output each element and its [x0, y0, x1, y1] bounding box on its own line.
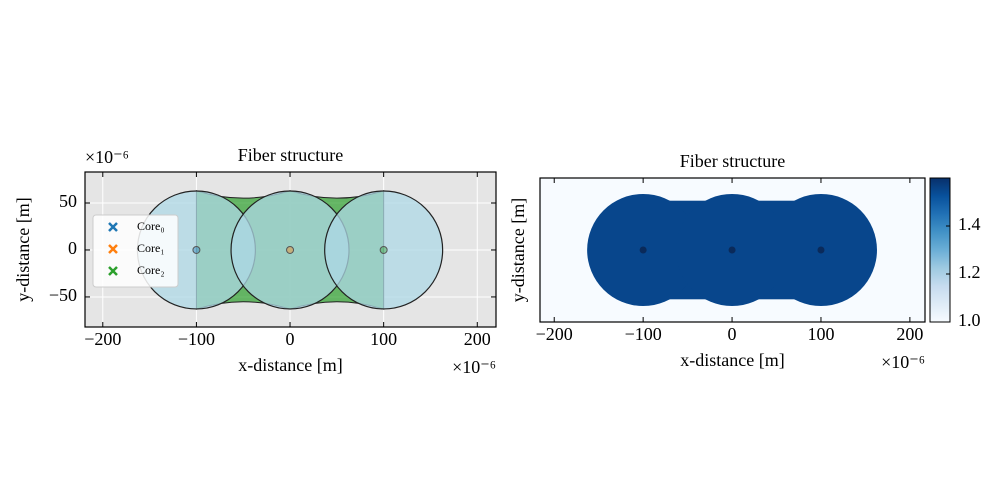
core-center [192, 245, 201, 254]
legend-label: Core₂ [137, 263, 165, 277]
chart-title: Fiber structure [238, 145, 343, 165]
y-axis-label: y-distance [m] [508, 198, 528, 302]
x-tick-label: 0 [728, 324, 737, 344]
core-center [728, 246, 736, 254]
core-center [379, 245, 388, 254]
y-axis-label: y-distance [m] [13, 197, 33, 301]
x-tick-label: 100 [807, 324, 834, 344]
x-offset-label: ×10⁻⁶ [881, 352, 925, 372]
legend-label: Core₀ [137, 219, 165, 233]
legend-label: Core₁ [137, 241, 165, 255]
colorbar-tick-label: 1.0 [958, 310, 981, 330]
axes: −200 −100 0 100 200 −50 0 50 Core₀ Core₁ Core₂ ×10⁻… [13, 145, 497, 377]
y-offset-label: ×10⁻⁶ [85, 147, 129, 167]
axes-frame [539, 177, 926, 323]
x-tick-label: 200 [464, 329, 491, 349]
axes: −200 −100 0 100 200 1.4 1.0 1.2 Fiber structure x… [508, 151, 980, 372]
axes-frame [84, 171, 497, 328]
x-tick-label: 200 [896, 324, 923, 344]
core-center [817, 246, 825, 254]
x-tick-label: 100 [370, 329, 397, 349]
y-tick-label: 0 [68, 238, 77, 258]
chart-title: Fiber structure [680, 151, 785, 171]
x-tick-label: −100 [178, 329, 215, 349]
y-tick-label: 50 [59, 191, 77, 211]
legend-marker [108, 222, 118, 232]
legend-marker [108, 244, 118, 254]
legend-box [92, 214, 179, 288]
x-offset-label: ×10⁻⁶ [452, 357, 496, 377]
core-center [639, 246, 647, 254]
y-tick-label: −50 [49, 285, 77, 305]
colorbar-tick-label: 1.4 [958, 214, 981, 234]
colorbar [929, 177, 951, 323]
core-circle [324, 190, 444, 310]
legend-marker [108, 266, 118, 276]
core-center [286, 245, 295, 254]
x-axis-label: x-distance [m] [680, 350, 784, 370]
x-axis-label: x-distance [m] [238, 355, 342, 375]
colorbar-tick-label: 1.2 [958, 262, 981, 282]
x-tick-label: −200 [536, 324, 573, 344]
x-tick-label: −200 [84, 329, 121, 349]
x-tick-label: 0 [286, 329, 295, 349]
x-tick-label: −100 [625, 324, 662, 344]
